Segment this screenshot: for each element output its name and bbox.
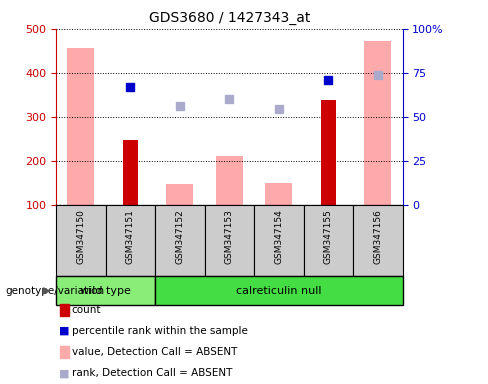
Text: ■: ■: [59, 326, 70, 336]
Text: rank, Detection Call = ABSENT: rank, Detection Call = ABSENT: [72, 368, 232, 378]
Bar: [353, 205, 403, 276]
Text: percentile rank within the sample: percentile rank within the sample: [72, 326, 247, 336]
Text: GSM347150: GSM347150: [76, 209, 85, 264]
Bar: [155, 276, 403, 305]
Bar: [56, 205, 105, 276]
Bar: [123, 140, 138, 205]
Bar: [204, 205, 254, 276]
Title: GDS3680 / 1427343_at: GDS3680 / 1427343_at: [149, 11, 310, 25]
Bar: [364, 41, 391, 205]
Text: calreticulin null: calreticulin null: [236, 286, 322, 296]
Bar: [155, 205, 204, 276]
Text: GSM347151: GSM347151: [126, 209, 135, 264]
Text: genotype/variation: genotype/variation: [5, 286, 104, 296]
Bar: [216, 156, 243, 205]
Text: GSM347155: GSM347155: [324, 209, 333, 264]
Text: GSM347153: GSM347153: [225, 209, 234, 264]
Text: count: count: [72, 305, 101, 315]
Bar: [105, 205, 155, 276]
Bar: [265, 184, 292, 205]
Bar: [321, 100, 336, 205]
Bar: [304, 205, 353, 276]
Text: ■: ■: [59, 368, 70, 378]
Bar: [254, 205, 304, 276]
Text: value, Detection Call = ABSENT: value, Detection Call = ABSENT: [72, 347, 237, 357]
Text: GSM347156: GSM347156: [373, 209, 383, 264]
Bar: [67, 48, 95, 205]
Bar: [166, 184, 193, 205]
Text: wild type: wild type: [80, 286, 131, 296]
Text: GSM347152: GSM347152: [175, 209, 184, 264]
Text: GSM347154: GSM347154: [274, 209, 284, 264]
Bar: [56, 276, 155, 305]
